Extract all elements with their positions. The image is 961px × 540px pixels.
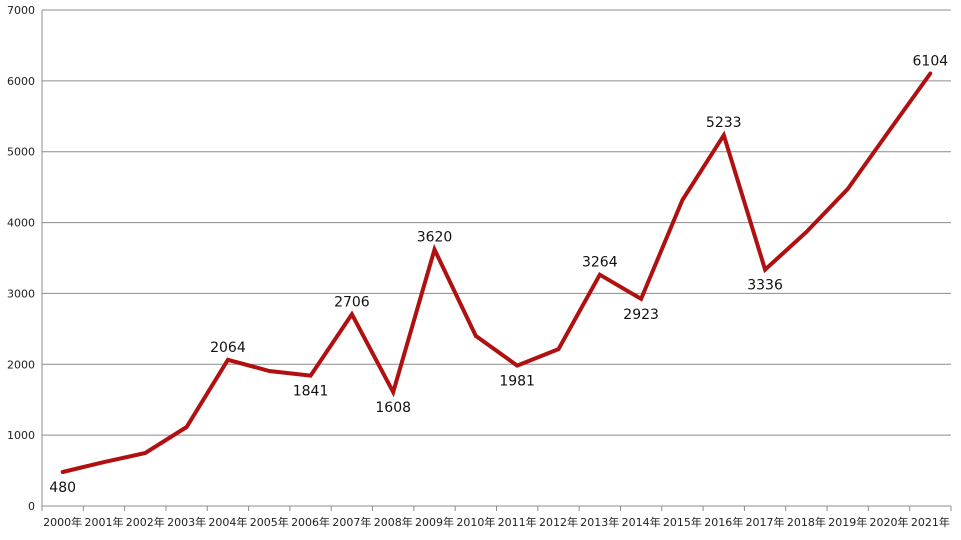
y-tick-label: 0 [28, 500, 35, 513]
data-label: 5233 [706, 115, 742, 131]
x-tick-label: 2008年 [374, 515, 413, 529]
y-tick-label: 2000 [7, 358, 35, 371]
data-label: 1608 [375, 400, 411, 416]
x-tick-label: 2007年 [332, 515, 371, 529]
data-label: 1981 [499, 374, 535, 390]
x-tick-label: 2009年 [415, 515, 454, 529]
x-tick-label: 2014年 [622, 515, 661, 529]
x-tick-label: 2001年 [84, 515, 123, 529]
x-tick-label: 2000年 [43, 515, 82, 529]
data-label: 3264 [582, 255, 618, 271]
data-label: 2064 [210, 340, 246, 356]
x-tick-label: 2010年 [456, 515, 495, 529]
data-label: 3620 [417, 229, 453, 245]
data-label: 480 [49, 480, 76, 496]
x-tick-label: 2003年 [167, 515, 206, 529]
x-tick-label: 2002年 [126, 515, 165, 529]
x-tick-label: 2013年 [580, 515, 619, 529]
x-tick-label: 2016年 [704, 515, 743, 529]
series-line [63, 74, 931, 473]
x-tick-label: 2019年 [828, 515, 867, 529]
x-tick-label: 2011年 [498, 515, 537, 529]
x-tick-label: 2015年 [663, 515, 702, 529]
x-tick-label: 2017年 [746, 515, 785, 529]
x-tick-label: 2020年 [870, 515, 909, 529]
y-tick-label: 5000 [7, 146, 35, 159]
y-tick-label: 6000 [7, 75, 35, 88]
data-label: 3336 [747, 278, 783, 294]
x-tick-label: 2018年 [787, 515, 826, 529]
y-tick-label: 3000 [7, 287, 35, 300]
x-tick-label: 2012年 [539, 515, 578, 529]
x-tick-label: 2021年 [911, 515, 950, 529]
data-label: 6104 [913, 53, 949, 69]
x-tick-label: 2004年 [208, 515, 247, 529]
x-tick-label: 2006年 [291, 515, 330, 529]
y-tick-label: 7000 [7, 4, 35, 17]
x-tick-label: 2005年 [250, 515, 289, 529]
y-tick-label: 1000 [7, 429, 35, 442]
data-label: 2706 [334, 294, 370, 310]
y-tick-label: 4000 [7, 217, 35, 230]
data-label: 2923 [623, 307, 659, 323]
data-label: 1841 [293, 384, 329, 400]
